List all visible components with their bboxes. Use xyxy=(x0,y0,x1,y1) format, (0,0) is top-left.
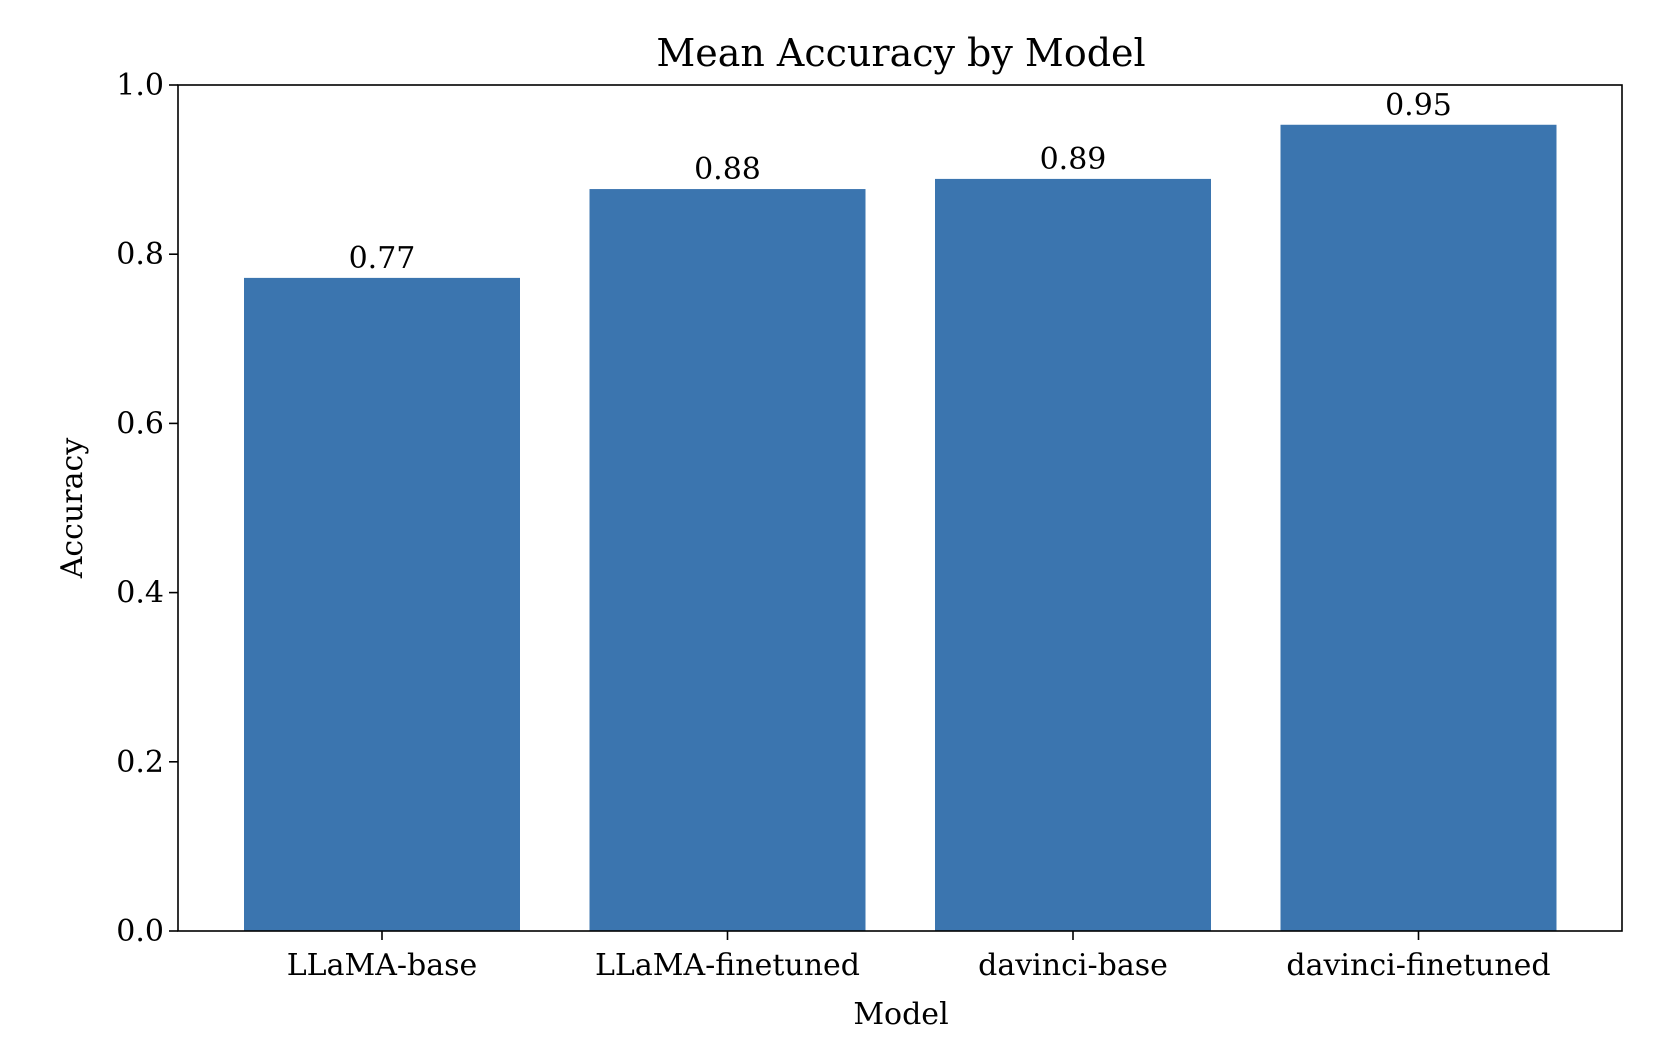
x-tick-label: davinci-base xyxy=(978,948,1168,983)
chart-title: Mean Accuracy by Model xyxy=(656,31,1145,75)
x-tick-label: LLaMA-finetuned xyxy=(595,948,860,983)
data-label: 0.95 xyxy=(1385,88,1452,123)
data-label: 0.88 xyxy=(694,152,761,187)
bar-davinci-base xyxy=(935,178,1211,931)
plot-area: 0.77 LLaMA-base 0.88 LLaMA-finetuned 0.89 dav… xyxy=(116,68,1623,983)
data-label: 0.77 xyxy=(349,241,416,276)
y-tick-label: 0.2 xyxy=(116,745,164,780)
y-tick-label: 0.6 xyxy=(116,406,164,441)
bar-llama-base xyxy=(244,277,520,931)
y-tick-label: 0.8 xyxy=(116,237,164,272)
y-axis-label: Accuracy xyxy=(55,438,90,580)
x-tick-label: LLaMA-base xyxy=(287,948,478,983)
data-label: 0.89 xyxy=(1040,142,1107,177)
y-tick-label: 0.0 xyxy=(116,914,164,949)
y-tick-label: 0.4 xyxy=(116,576,164,611)
bar-llama-finetuned xyxy=(589,189,866,932)
axes-frame xyxy=(177,84,1623,932)
x-axis-label: Model xyxy=(853,997,948,1032)
y-tick-label: 1.0 xyxy=(116,68,164,103)
x-tick-label: davinci-finetuned xyxy=(1286,948,1550,983)
bar-davinci-finetuned xyxy=(1280,124,1557,931)
